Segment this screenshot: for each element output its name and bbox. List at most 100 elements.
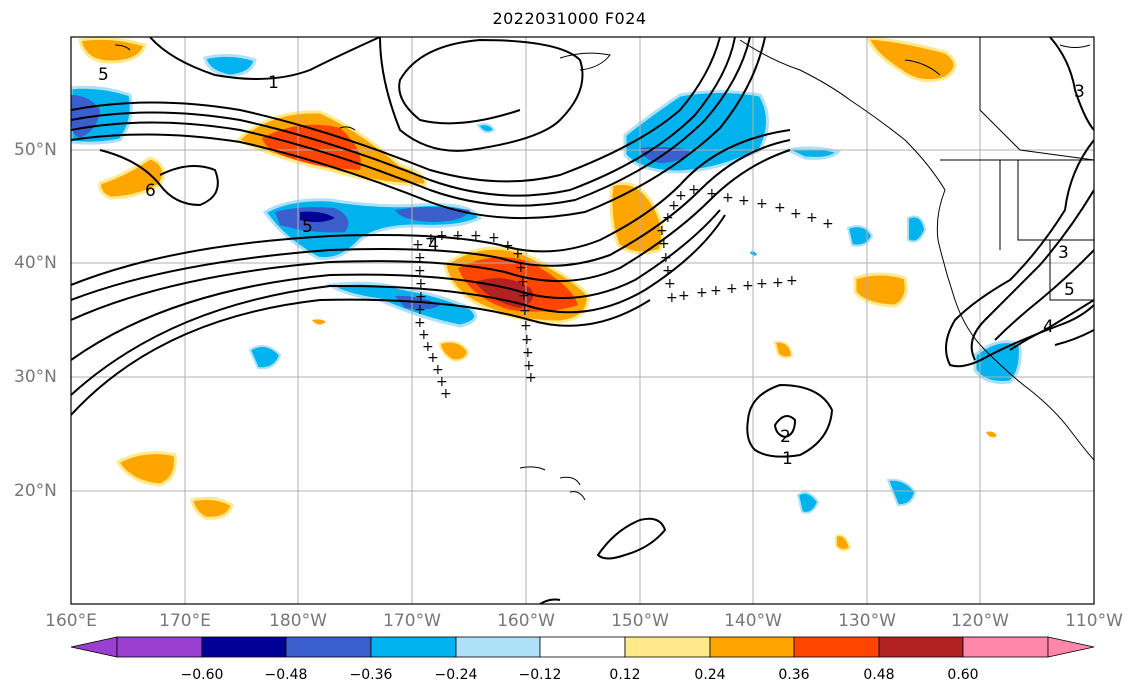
contour-label: 4 bbox=[1043, 317, 1054, 337]
svg-text:+: + bbox=[518, 288, 530, 304]
svg-text:+: + bbox=[525, 370, 537, 386]
svg-text:+: + bbox=[436, 374, 448, 390]
svg-text:+: + bbox=[470, 228, 482, 244]
svg-text:+: + bbox=[414, 250, 426, 266]
colorbar-tick: 0.48 bbox=[863, 667, 895, 683]
svg-text:+: + bbox=[656, 223, 668, 239]
svg-text:+: + bbox=[696, 285, 708, 301]
svg-text:+: + bbox=[432, 362, 444, 378]
colorbar-tick: −0.12 bbox=[518, 667, 562, 683]
lat-label: 50°N bbox=[14, 140, 57, 160]
svg-text:+: + bbox=[522, 345, 534, 361]
lon-label: 150°W bbox=[611, 611, 669, 631]
colorbar bbox=[70, 636, 1095, 658]
svg-text:+: + bbox=[425, 231, 437, 247]
svg-text:+: + bbox=[436, 228, 448, 244]
svg-text:+: + bbox=[414, 315, 426, 331]
lon-label: 170°W bbox=[383, 611, 441, 631]
svg-text:+: + bbox=[722, 190, 734, 206]
contour-label: 3 bbox=[1058, 243, 1069, 263]
plus-markers: ++++ ++++ +++++ + + + + + + +++++ +++++ ++++ +… bbox=[412, 182, 834, 402]
svg-text:+: + bbox=[790, 206, 802, 222]
svg-text:+: + bbox=[664, 276, 676, 292]
svg-text:+: + bbox=[418, 327, 430, 343]
svg-text:+: + bbox=[668, 198, 680, 214]
lon-label: 180°W bbox=[269, 611, 327, 631]
svg-text:+: + bbox=[756, 196, 768, 212]
contour-label: 5 bbox=[1064, 280, 1075, 300]
svg-text:+: + bbox=[806, 210, 818, 226]
anomaly-shading bbox=[71, 37, 1022, 552]
map-title: 2022031000 F024 bbox=[492, 9, 647, 28]
svg-text:+: + bbox=[521, 332, 533, 348]
svg-text:+: + bbox=[726, 281, 738, 297]
svg-text:+: + bbox=[519, 303, 531, 319]
svg-text:+: + bbox=[822, 216, 834, 232]
lon-label: 130°W bbox=[838, 611, 896, 631]
lon-label: 160°W bbox=[497, 611, 555, 631]
lon-label: 170°E bbox=[159, 611, 211, 631]
svg-text:+: + bbox=[658, 236, 670, 252]
colorbar-tick: −0.60 bbox=[180, 667, 224, 683]
svg-text:+: + bbox=[738, 193, 750, 209]
svg-text:+: + bbox=[502, 238, 514, 254]
contour-lines bbox=[71, 37, 1094, 604]
contour-label-group: 1 5 6 5 4 3 3 5 4 2 1 bbox=[98, 65, 1085, 469]
svg-text:+: + bbox=[774, 200, 786, 216]
colorbar-tick: −0.48 bbox=[264, 667, 308, 683]
lon-label: 140°W bbox=[724, 611, 782, 631]
colorbar-tick: −0.36 bbox=[349, 667, 393, 683]
lat-label: 20°N bbox=[14, 481, 57, 501]
svg-text:+: + bbox=[515, 260, 527, 276]
colorbar-tick: 0.12 bbox=[609, 667, 641, 683]
svg-text:+: + bbox=[422, 339, 434, 355]
svg-text:+: + bbox=[440, 386, 452, 402]
contour-label: 5 bbox=[98, 65, 109, 85]
lat-label: 30°N bbox=[14, 367, 57, 387]
svg-text:+: + bbox=[688, 182, 700, 198]
svg-text:+: + bbox=[706, 186, 718, 202]
svg-text:+: + bbox=[427, 350, 439, 366]
contour-label: 6 bbox=[145, 181, 156, 201]
svg-text:+: + bbox=[512, 246, 524, 262]
svg-text:+: + bbox=[662, 210, 674, 226]
svg-text:+: + bbox=[452, 228, 464, 244]
svg-text:+: + bbox=[414, 263, 426, 279]
contour-label: 3 bbox=[1074, 82, 1085, 102]
colorbar-under-arrow bbox=[70, 636, 118, 658]
svg-text:+: + bbox=[772, 275, 784, 291]
svg-text:+: + bbox=[412, 237, 424, 253]
lon-label: 120°W bbox=[951, 611, 1009, 631]
svg-text:+: + bbox=[520, 318, 532, 334]
svg-text:+: + bbox=[415, 289, 427, 305]
contour-label: 2 bbox=[780, 427, 791, 447]
colorbar-tick: 0.36 bbox=[778, 667, 810, 683]
svg-text:+: + bbox=[415, 276, 427, 292]
contour-label: 1 bbox=[782, 449, 793, 469]
svg-text:+: + bbox=[523, 358, 535, 374]
svg-text:+: + bbox=[666, 290, 678, 306]
lat-label: 40°N bbox=[14, 253, 57, 273]
svg-text:+: + bbox=[414, 302, 426, 318]
svg-text:+: + bbox=[675, 188, 687, 204]
svg-text:+: + bbox=[678, 288, 690, 304]
lon-label: 110°W bbox=[1065, 611, 1123, 631]
svg-text:+: + bbox=[660, 250, 672, 266]
svg-text:+: + bbox=[710, 283, 722, 299]
svg-text:+: + bbox=[488, 230, 500, 246]
map-frame bbox=[70, 36, 1095, 605]
svg-text:+: + bbox=[756, 276, 768, 292]
lon-label: 160°E bbox=[45, 611, 97, 631]
colorbar-over-arrow bbox=[1047, 636, 1095, 658]
contour-label: 4 bbox=[428, 235, 439, 255]
svg-text:+: + bbox=[742, 278, 754, 294]
colorbar-tick: −0.24 bbox=[434, 667, 478, 683]
svg-text:+: + bbox=[786, 273, 798, 289]
contour-label: 5 bbox=[302, 217, 313, 237]
contour-label: 1 bbox=[268, 73, 279, 93]
svg-text:+: + bbox=[662, 263, 674, 279]
colorbar-tick: 0.60 bbox=[947, 667, 979, 683]
colorbar-tick: 0.24 bbox=[694, 667, 726, 683]
svg-text:+: + bbox=[517, 274, 529, 290]
